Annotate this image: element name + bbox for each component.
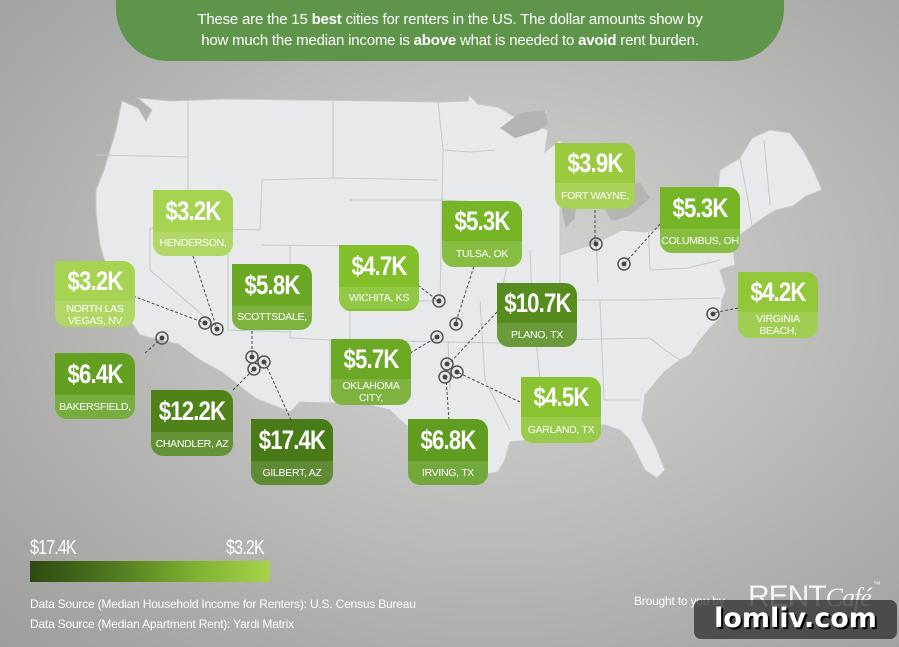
callout-columbus[interactable]: $5.3K COLUMBUS, OH [660,187,740,253]
callout-city: CHANDLER, AZ [151,432,233,456]
callout-amount: $6.4K [67,359,124,389]
callout-north-las-vegas[interactable]: $3.2K NORTH LAS VEGAS, NV [55,261,135,327]
callout-city: PLANO, TX [497,323,577,347]
callout-amount: $10.7K [504,288,571,318]
callout-city: OKLAHOMA CITY, OK [331,379,411,405]
legend-max-label: $17.4K [30,537,77,559]
callout-fort-wayne[interactable]: $3.9K FORT WAYNE, IN [555,143,635,209]
intro-line-2: how much the median income is above what… [201,32,699,49]
callout-amount: $12.2K [158,396,226,426]
callout-city: VIRGINIA BEACH, VA [738,312,818,338]
callout-tulsa[interactable]: $5.3K TULSA, OK [442,201,522,267]
intro-banner: These are the 15 best cities for renters… [116,0,784,61]
callout-scottsdale[interactable]: $5.8K SCOTTSDALE, AZ [232,264,312,330]
callout-plano[interactable]: $10.7K PLANO, TX [497,283,577,347]
callout-oklahoma-city[interactable]: $5.7K OKLAHOMA CITY, OK [331,339,411,405]
source-income: Data Source (Median Household Income for… [30,597,416,611]
callout-city: IRVING, TX [408,461,488,485]
callout-amount: $5.8K [244,270,301,300]
marker-bakersfield[interactable] [155,331,169,345]
marker-gilbert[interactable] [257,355,271,369]
callout-bakersfield[interactable]: $6.4K BAKERSFIELD, CA [55,353,135,419]
callout-city: WICHITA, KS [339,287,419,309]
callout-virginia-beach[interactable]: $4.2K VIRGINIA BEACH, VA [738,272,818,338]
marker-henderson[interactable] [210,322,224,336]
callout-amount: $3.2K [67,266,124,296]
marker-columbus[interactable] [617,257,631,271]
callout-city: TULSA, OK [442,241,522,267]
callout-city: SCOTTSDALE, AZ [232,306,312,330]
callout-gilbert[interactable]: $17.4K GILBERT, AZ [251,419,333,485]
marker-garland[interactable] [450,365,464,379]
intro-line-1: These are the 15 best cities for renters… [197,11,703,28]
callout-amount: $5.7K [343,344,400,374]
marker-plano[interactable] [440,357,454,371]
callout-city: BAKERSFIELD, CA [55,395,135,419]
legend-min-label: $3.2K [226,537,265,559]
marker-virginia-beach[interactable] [706,307,720,321]
us-land [95,93,823,479]
callout-city: NORTH LAS VEGAS, NV [55,301,135,327]
marker-chandler[interactable] [247,362,261,376]
watermark: lomliv.com [694,600,897,639]
callout-amount: $3.9K [567,148,624,178]
callout-henderson[interactable]: $3.2K HENDERSON, NV [153,190,233,256]
marker-oklahoma-city[interactable] [430,330,444,344]
callout-chandler[interactable]: $12.2K CHANDLER, AZ [151,390,233,456]
callout-garland[interactable]: $4.5K GARLAND, TX [521,377,601,443]
marker-fort-wayne[interactable] [589,237,603,251]
callout-amount: $4.2K [750,277,807,307]
callout-city: HENDERSON, NV [153,232,233,256]
callout-city: FORT WAYNE, IN [555,183,635,209]
legend-labels: $17.4K $3.2K [30,537,271,561]
legend-color-scale [30,561,270,582]
callout-amount: $4.7K [351,251,408,281]
marker-irving[interactable] [438,370,452,384]
source-rent: Data Source (Median Apartment Rent): Yar… [30,617,294,631]
callout-amount: $3.2K [165,196,222,226]
callout-amount: $6.8K [420,425,477,455]
callout-wichita[interactable]: $4.7K WICHITA, KS [339,245,419,311]
callout-city: COLUMBUS, OH [660,229,740,253]
callout-amount: $5.3K [672,193,729,223]
marker-north-las-vegas[interactable] [198,316,212,330]
callout-amount: $4.5K [533,382,590,412]
callout-amount: $17.4K [258,425,326,455]
marker-tulsa[interactable] [449,317,463,331]
lake-superior [500,110,548,138]
city-markers [155,237,720,384]
callout-amount: $5.3K [454,206,511,236]
callout-city: GILBERT, AZ [251,461,333,485]
callout-city: GARLAND, TX [521,417,601,443]
callout-irving[interactable]: $6.8K IRVING, TX [408,419,488,485]
data-sources: Data Source (Median Household Income for… [30,594,416,634]
marker-wichita[interactable] [432,294,446,308]
